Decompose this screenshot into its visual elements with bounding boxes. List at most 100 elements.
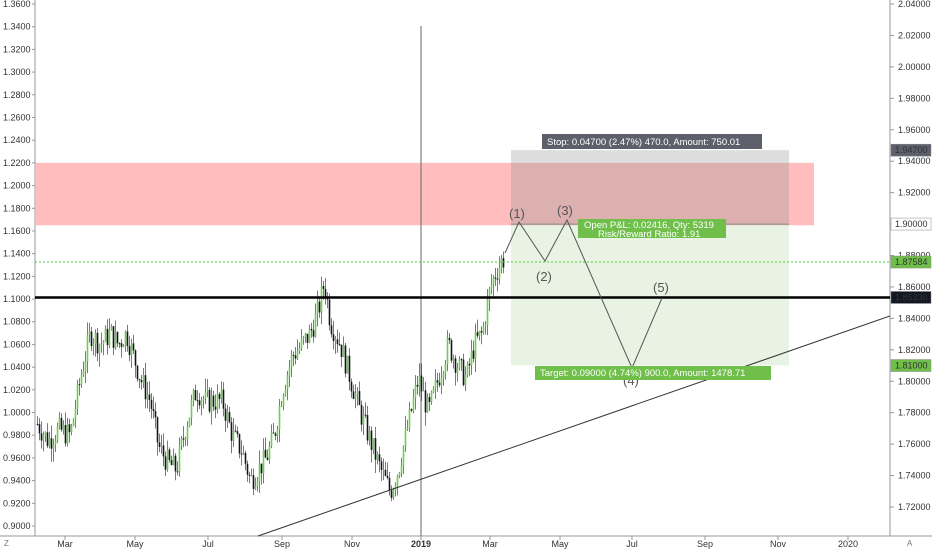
candle-body: [406, 428, 409, 430]
candle-body: [432, 388, 435, 392]
candle-body: [46, 432, 49, 446]
time-axis-label: Mar: [482, 539, 498, 549]
candle-body: [72, 419, 75, 426]
candle-body: [274, 433, 277, 436]
candle-body: [322, 286, 325, 289]
candle-body: [216, 393, 219, 410]
candle-body: [250, 475, 253, 477]
candle-body: [160, 445, 163, 447]
auto-scale-button[interactable]: A: [907, 539, 913, 548]
left-axis-tick-label: 1.1400: [3, 249, 31, 259]
left-axis-tick-label: 0.9600: [3, 453, 31, 463]
left-axis-tick-label: 1.0400: [3, 362, 31, 372]
right-axis-tick-label: 1.94000: [898, 156, 931, 166]
candle-body: [186, 426, 189, 439]
candle-body: [230, 422, 233, 441]
corner-left-label[interactable]: Z: [4, 539, 9, 548]
right-axis-tick-label: 2.04000: [898, 0, 931, 9]
price-tag-label: 1.94700: [895, 145, 928, 155]
candle-body: [266, 457, 269, 460]
candle-body: [342, 345, 345, 357]
candle-body: [344, 345, 347, 374]
resistance-zone[interactable]: [35, 162, 814, 226]
candle-body: [330, 325, 333, 335]
candle-body: [262, 449, 265, 474]
time-axis-label: 2020: [838, 539, 858, 549]
candle-body: [352, 391, 355, 399]
candle-body: [238, 434, 241, 454]
candles-group: [36, 251, 505, 502]
candle-body: [86, 335, 89, 362]
candle-body: [152, 408, 155, 412]
candle-body: [248, 474, 251, 476]
time-axis-label: Nov: [344, 539, 361, 549]
candle-body: [204, 391, 207, 399]
target-zone[interactable]: [511, 224, 789, 366]
candle-body: [462, 359, 465, 385]
price-tag-label: 1.85330: [895, 292, 928, 302]
candle-body: [358, 391, 361, 405]
candle-body: [312, 330, 315, 337]
candle-body: [122, 346, 125, 348]
candle-body: [450, 340, 453, 361]
candle-body: [48, 438, 51, 446]
candle-body: [472, 350, 475, 359]
candle-body: [380, 461, 383, 470]
price-tag-label: 1.90000: [895, 219, 928, 229]
candle-body: [294, 355, 297, 359]
left-axis-tick-label: 1.2600: [3, 112, 31, 122]
candle-body: [316, 301, 319, 314]
left-axis-tick-label: 1.3200: [3, 44, 31, 54]
candle-body: [178, 445, 181, 472]
candle-body: [222, 389, 225, 409]
pnl-label-line-1: Open P&L: 0.02416, Qty: 5319: [584, 220, 714, 231]
candle-body: [78, 384, 81, 386]
candle-body: [260, 463, 263, 474]
candle-body: [126, 331, 129, 347]
candle-body: [476, 332, 479, 336]
candle-body: [430, 391, 433, 402]
price-tag-box: [890, 291, 932, 304]
time-axis-label: Sep: [274, 539, 290, 549]
time-axis-label: Nov: [770, 539, 787, 549]
candle-body: [142, 375, 145, 383]
candle-body: [112, 326, 115, 348]
candle-body: [408, 409, 411, 429]
time-axis[interactable]: Mar May Jul Sep Nov 2019 Mar May Jul Sep Nov 2020: [57, 536, 858, 549]
candle-body: [54, 440, 57, 445]
right-price-axis[interactable]: 1.72000 1.74000 1.76000 1.78000 1.80000 1.820…: [890, 0, 931, 512]
candle-body: [206, 390, 209, 392]
ascending-trendline[interactable]: [257, 315, 891, 537]
candle-body: [62, 425, 65, 430]
left-axis-tick-label: 1.1200: [3, 271, 31, 281]
candle-body: [38, 424, 41, 434]
price-tag-box: [890, 255, 932, 269]
candle-body: [84, 361, 87, 372]
candle-body: [444, 364, 447, 374]
elliott-wave-path[interactable]: [504, 218, 663, 370]
candle-body: [200, 399, 203, 406]
candle-body: [378, 454, 381, 462]
candle-body: [446, 337, 449, 365]
candle-body: [388, 477, 391, 491]
candle-body: [440, 377, 443, 386]
candle-body: [42, 435, 45, 441]
candle-body: [372, 438, 375, 450]
candle-body: [348, 355, 351, 382]
candle-body: [156, 417, 159, 443]
stop-zone[interactable]: [511, 150, 789, 225]
left-axis-tick-label: 0.9000: [3, 521, 31, 531]
candle-body: [192, 390, 195, 401]
candle-body: [416, 384, 419, 387]
price-tag-label: 1.81000: [895, 361, 928, 371]
candle-body: [246, 463, 249, 475]
candle-body: [424, 390, 427, 413]
candle-body: [118, 343, 121, 345]
left-price-axis[interactable]: 0.9000 0.9200 0.9400 0.9600 0.9800 1.0000 1.02…: [3, 0, 35, 531]
candle-body: [60, 417, 63, 430]
target-label: Target: 0.09000 (4.74%) 900.0, Amount: 1…: [540, 368, 745, 379]
candle-body: [224, 408, 227, 421]
candle-body: [336, 339, 339, 345]
candle-body: [198, 400, 201, 406]
